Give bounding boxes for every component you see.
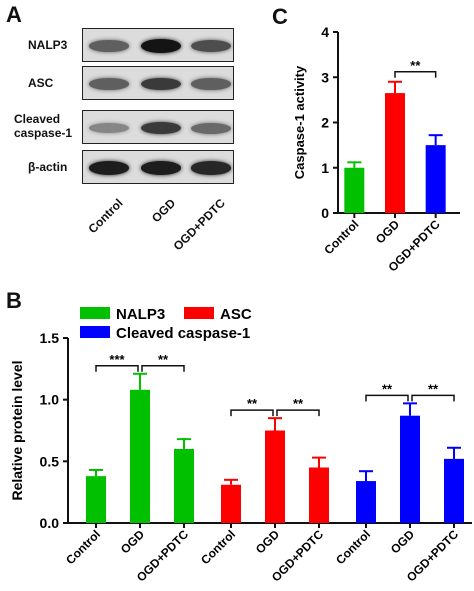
blot-band: [141, 39, 181, 53]
x-tick-label: OGD: [118, 527, 147, 556]
blot-band: [191, 122, 231, 134]
x-tick-label: OGD: [388, 527, 417, 556]
y-tick-label: 0.5: [40, 453, 60, 469]
blot-band: [89, 40, 129, 52]
bar: [425, 145, 446, 213]
legend-label: ASC: [220, 306, 252, 323]
significance-bracket: [276, 409, 320, 417]
blot-row-label: Cleaved caspase-1: [14, 112, 73, 140]
x-tick-label: Control: [63, 527, 103, 567]
bar: [174, 449, 194, 523]
blot-band: [191, 78, 231, 90]
blot-band: [141, 121, 181, 135]
x-tick-label: Control: [333, 527, 373, 567]
significance-bracket: [230, 409, 274, 417]
significance-label: **: [247, 396, 258, 411]
significance-bracket: [95, 365, 139, 372]
blot-strip: [82, 28, 234, 62]
significance-bracket: [365, 394, 409, 402]
blot-band: [141, 77, 181, 91]
significance-label: **: [293, 396, 304, 411]
y-tick-label: 1.5: [40, 330, 60, 346]
x-tick-label: OGD: [253, 527, 282, 556]
panel-letter-b: B: [6, 288, 22, 313]
blot-band: [89, 122, 129, 134]
blot-strip: [82, 150, 234, 184]
panel-letter-c: C: [272, 4, 288, 29]
blot-lane-label: OGD: [148, 196, 178, 226]
bar: [356, 481, 376, 523]
blot-band: [89, 78, 129, 90]
panel-letter-a: A: [6, 2, 22, 27]
blot-row-label: ASC: [28, 76, 54, 90]
x-tick-label: OGD: [373, 217, 402, 246]
bar: [385, 93, 405, 213]
x-tick-label: Control: [198, 527, 238, 567]
y-tick-label: 0: [321, 205, 329, 221]
bar: [265, 430, 285, 523]
x-tick-label: Control: [321, 217, 361, 257]
blot-band: [191, 40, 231, 52]
blot-band: [89, 161, 129, 175]
y-axis-label: Caspase-1 activity: [292, 65, 307, 179]
y-axis-label: Relative protein level: [9, 360, 25, 500]
blot-lane-label: Control: [85, 196, 126, 237]
bar: [86, 476, 106, 523]
relative-protein-chart: 0.0 0.5 1.0 1.5 Relative protein level NALP3 A…: [9, 306, 472, 585]
significance-label: **: [410, 58, 421, 73]
y-tick-label: 1: [321, 160, 329, 176]
blot-band: [141, 161, 181, 175]
y-tick-label: 2: [321, 115, 329, 131]
legend-label: NALP3: [116, 306, 165, 323]
legend-swatch: [80, 307, 110, 319]
significance-label: ***: [109, 352, 125, 367]
y-tick-label: 3: [321, 69, 329, 85]
legend-label: Cleaved caspase-1: [116, 325, 250, 342]
y-tick-label: 4: [321, 24, 329, 40]
bar: [400, 415, 420, 523]
blot-lane-label: OGD+PDTC: [170, 196, 228, 254]
y-tick-label: 1.0: [40, 392, 60, 408]
blot-strip: [82, 66, 234, 100]
significance-bracket: [411, 394, 455, 402]
blot-strip: [82, 110, 234, 144]
significance-label: **: [382, 381, 393, 396]
significance-bracket: [394, 71, 437, 78]
significance-label: **: [428, 381, 439, 396]
bar: [130, 389, 150, 523]
bar: [344, 167, 365, 213]
legend-swatch: [184, 307, 214, 319]
significance-label: **: [158, 352, 169, 367]
bar: [221, 484, 241, 523]
bar: [309, 467, 329, 523]
bar: [444, 458, 464, 523]
significance-bracket: [141, 365, 185, 372]
y-tick-label: 0.0: [40, 515, 60, 531]
blot-band: [191, 161, 231, 175]
blot-row-label: β-actin: [28, 160, 68, 174]
legend-swatch: [80, 326, 110, 338]
blot-row-label: NALP3: [28, 38, 68, 52]
